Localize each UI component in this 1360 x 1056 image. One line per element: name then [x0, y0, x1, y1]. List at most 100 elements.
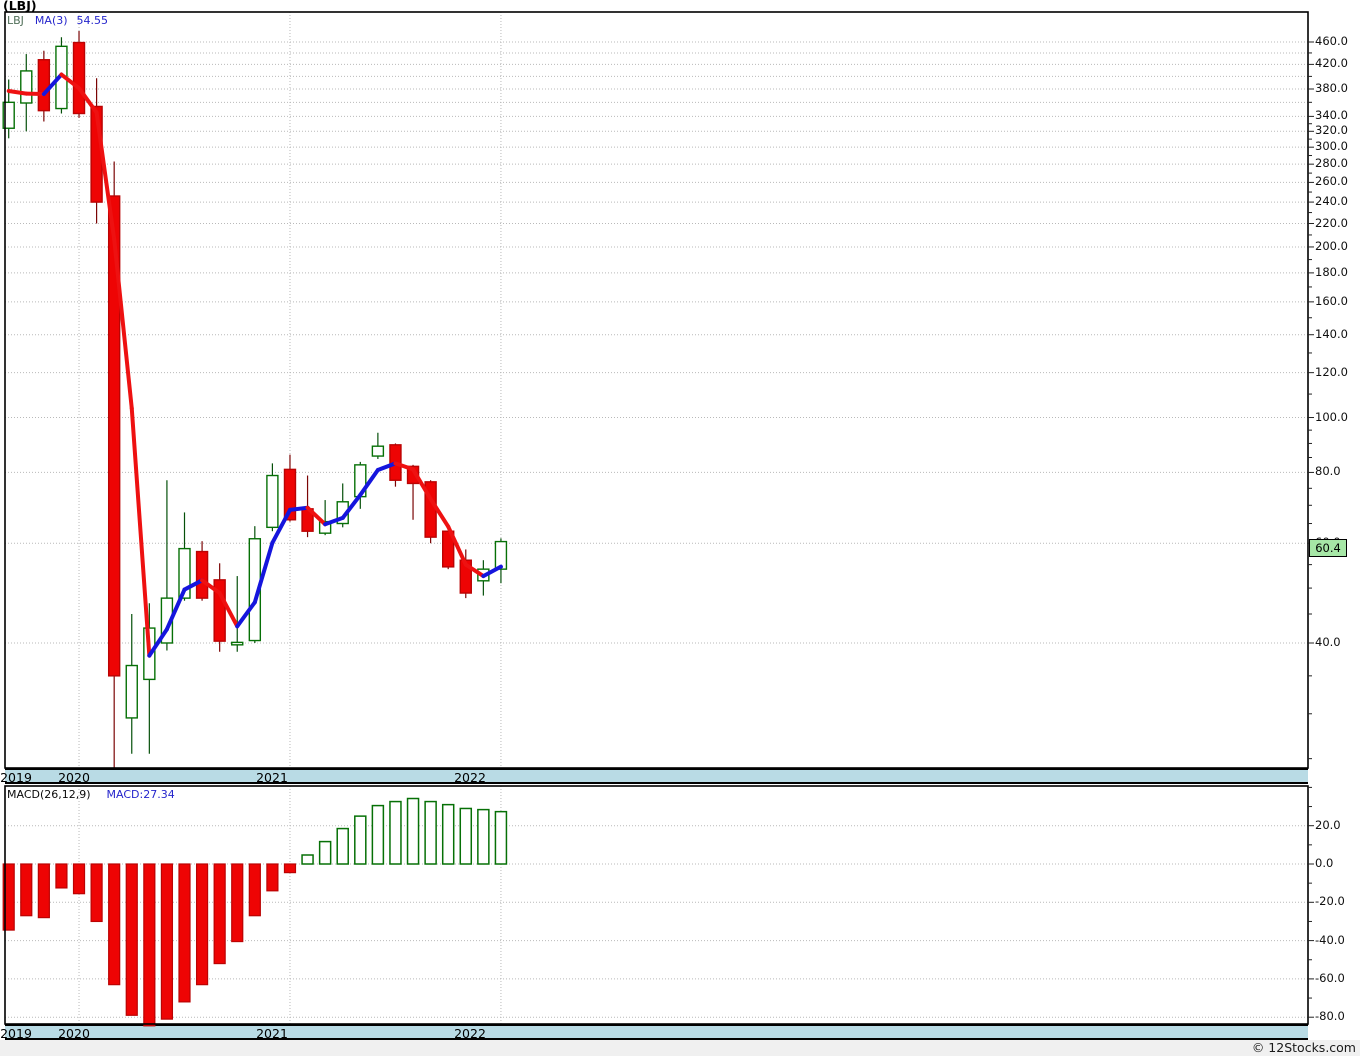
- ma3-segment: [147, 627, 169, 658]
- macd-x-axis-band: 2019 2020 2021 2022: [0, 1024, 1308, 1041]
- candle-body: [459, 559, 472, 594]
- y-axis-label: -60.0: [1315, 970, 1345, 985]
- macd-bar-negative: [20, 863, 33, 917]
- x-axis-year-label: 2019: [0, 770, 32, 785]
- macd-plot-border: [4, 785, 1309, 1025]
- ma3-segment: [270, 507, 292, 545]
- ma3-segment: [481, 564, 503, 579]
- ma3-segment: [305, 505, 328, 527]
- macd-bar-positive: [389, 800, 402, 865]
- macd-bar-positive: [354, 815, 367, 865]
- y-axis-label: 320.0: [1315, 123, 1348, 138]
- ma3-segment: [41, 72, 64, 97]
- macd-bar-positive: [459, 807, 473, 865]
- ma3-segment: [375, 461, 398, 472]
- candle-body: [2, 101, 15, 129]
- y-axis-label: 20.0: [1315, 817, 1341, 832]
- macd-legend: MACD(26,12,9) MACD:27.34: [7, 788, 175, 801]
- candle-body: [55, 45, 68, 110]
- main-plot-border: [4, 11, 1309, 769]
- x-axis-year-label: 2020: [58, 770, 90, 785]
- y-axis-label: -80.0: [1315, 1009, 1345, 1024]
- ma3-segment: [6, 88, 29, 96]
- footer-bar: © 12Stocks.com: [0, 1040, 1360, 1056]
- macd-bar-negative: [178, 863, 191, 1003]
- macd-bar-negative: [90, 863, 103, 923]
- y-axis-label: 240.0: [1315, 194, 1348, 209]
- ma3-segment: [393, 461, 416, 472]
- macd-bar-negative: [108, 863, 121, 986]
- ma3-segment: [446, 524, 468, 567]
- last-price-badge: 60.4: [1309, 539, 1347, 557]
- candle-body: [107, 195, 121, 677]
- main-chart-legend: LBJ MA(3) 54.55: [7, 14, 108, 27]
- ma3-segment: [340, 492, 363, 520]
- y-axis-label: 80.0: [1315, 464, 1341, 479]
- ma3-segment: [323, 515, 345, 527]
- symbol-label: LBJ: [7, 14, 24, 27]
- y-axis-label: 420.0: [1315, 56, 1348, 71]
- macd-bar-negative: [72, 863, 86, 895]
- candle-body: [213, 579, 226, 642]
- ma3-segment: [217, 591, 240, 629]
- candle-body: [389, 444, 402, 481]
- ma3-segment: [59, 72, 82, 91]
- candle-body: [195, 550, 209, 599]
- candle-body: [424, 481, 437, 538]
- ma3-segment: [112, 237, 134, 411]
- macd-bar-negative: [2, 863, 15, 931]
- footer-credit: © 12Stocks.com: [1251, 1040, 1356, 1055]
- candle-body: [266, 474, 279, 529]
- x-axis-year-label: 2021: [256, 770, 288, 785]
- macd-bar-positive: [318, 840, 332, 865]
- ma3-segment: [411, 467, 433, 502]
- page-title: (LBJ): [3, 0, 37, 13]
- macd-bar-positive: [336, 827, 349, 865]
- candle-body: [90, 105, 103, 203]
- candle-body: [178, 547, 191, 599]
- y-axis-label: 0.0: [1315, 856, 1334, 870]
- y-axis-label: 280.0: [1315, 156, 1348, 171]
- ma3-segment: [287, 505, 310, 512]
- y-axis-label: -20.0: [1315, 894, 1345, 909]
- x-axis-year-label: 2021: [256, 1026, 288, 1041]
- ma3-segment: [164, 587, 187, 632]
- macd-bar-negative: [37, 863, 50, 919]
- macd-bar-negative: [213, 863, 226, 965]
- ma3-segment: [182, 578, 205, 592]
- macd-bar-positive: [477, 808, 490, 865]
- ma-label: MA(3): [34, 14, 68, 27]
- x-axis-year-label: 2019: [0, 1026, 32, 1041]
- candle-body: [301, 508, 314, 532]
- y-axis-label: 460.0: [1315, 34, 1348, 48]
- candle-body: [283, 468, 297, 521]
- ma3-segment: [252, 540, 275, 605]
- ma3-segment: [200, 578, 222, 596]
- macd-bar-negative: [195, 863, 209, 986]
- candle-body: [37, 59, 51, 112]
- candle-body: [494, 540, 508, 570]
- candle-body: [72, 41, 86, 115]
- macd-bar-positive: [424, 800, 437, 865]
- y-axis-label: 200.0: [1315, 238, 1348, 253]
- y-axis-label: 260.0: [1315, 174, 1348, 189]
- y-axis-label: 180.0: [1315, 264, 1348, 279]
- macd-bar-positive: [301, 854, 314, 865]
- macd-bar-positive: [406, 797, 420, 865]
- candle-body: [125, 664, 138, 719]
- candle-body: [442, 530, 455, 568]
- candle-body: [477, 568, 490, 582]
- macd-bar-negative: [231, 863, 244, 943]
- macd-params-label: MACD(26,12,9): [7, 788, 91, 801]
- candle-body: [20, 70, 33, 104]
- ma3-segment: [129, 406, 152, 658]
- candle-body: [371, 445, 385, 457]
- candle-body: [336, 501, 349, 525]
- ma3-segment: [463, 562, 486, 579]
- macd-bar-negative: [266, 863, 279, 892]
- macd-value-label: MACD:27.34: [106, 788, 175, 801]
- ma3-segment: [235, 600, 257, 629]
- y-axis-label: 160.0: [1315, 293, 1348, 308]
